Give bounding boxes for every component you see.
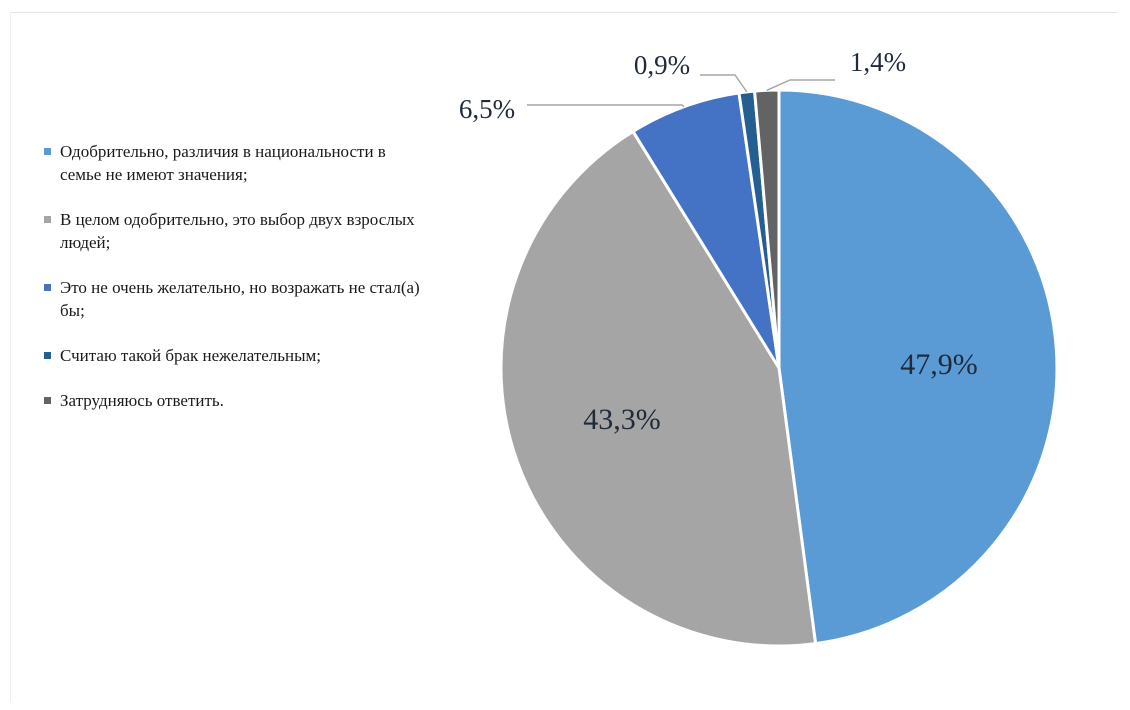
legend-item: Затрудняюсь ответить. [44,389,424,412]
pie-slice [499,129,818,648]
pie-slice [630,91,781,369]
legend-swatch [44,352,51,359]
legend-swatch [44,216,51,223]
pie-slice [777,88,1059,646]
chart-legend: Одобрительно, различия в национальности … [44,140,424,434]
legend-label: Считаю такой брак нежелательным; [60,346,322,365]
legend-item: Это не очень желательно, но возражать не… [44,276,424,322]
slice-value-label: 47,9% [900,348,978,381]
legend-item: В целом одобрительно, это выбор двух взр… [44,208,424,254]
pie-slice [752,88,781,369]
legend-label: Затрудняюсь ответить. [60,391,224,410]
legend-swatch [44,148,51,155]
slice-value-label: 43,3% [583,403,661,436]
leader-line [700,74,748,93]
leader-line [766,79,835,91]
legend-swatch [44,284,51,291]
legend-swatch [44,397,51,404]
leader-line [527,104,685,108]
slice-value-label: 0,9% [634,50,690,80]
legend-item: Одобрительно, различия в национальности … [44,140,424,186]
slice-value-label: 1,4% [850,47,906,77]
legend-label: Это не очень желательно, но возражать не… [60,278,420,320]
slice-value-label: 6,5% [459,94,515,124]
legend-label: В целом одобрительно, это выбор двух взр… [60,210,415,252]
legend-item: Считаю такой брак нежелательным; [44,344,424,367]
chart-frame [10,12,1118,702]
legend-label: Одобрительно, различия в национальности … [60,142,386,184]
